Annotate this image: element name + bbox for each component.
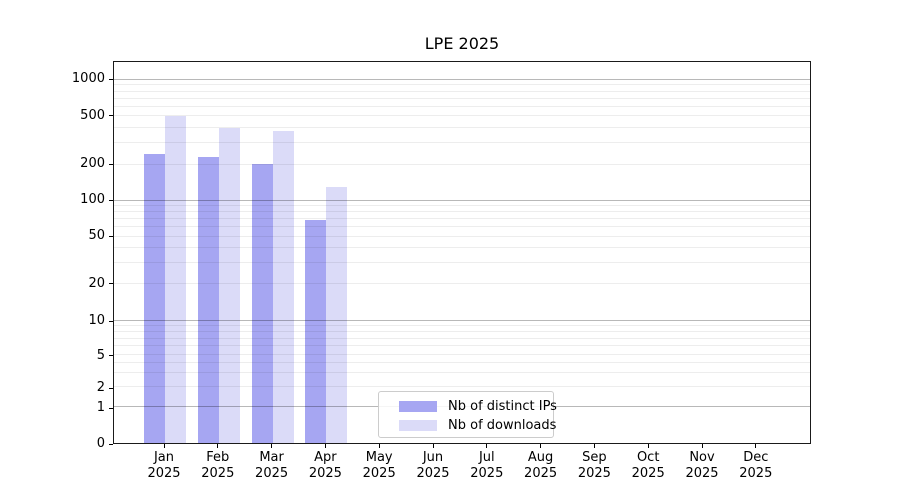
- legend: Nb of distinct IPs Nb of downloads: [378, 391, 557, 438]
- y-tick-mark: [109, 443, 113, 445]
- x-tick-label: Apr 2025: [294, 450, 356, 481]
- chart-title: LPE 2025: [424, 34, 500, 53]
- y-tick-mark: [109, 235, 113, 237]
- y-tick-mark: [109, 78, 113, 80]
- y-gridline-minor: [114, 115, 810, 117]
- x-tick-month: Jul: [478, 450, 495, 465]
- y-tick-mark: [109, 355, 113, 357]
- y-tick-mark: [109, 407, 113, 409]
- bar-jan-downloads: [165, 116, 186, 443]
- y-tick-label: 2: [96, 380, 105, 396]
- y-tick-label: 500: [80, 107, 105, 123]
- x-tick-mark: [755, 444, 757, 448]
- x-tick-month: Oct: [636, 450, 660, 465]
- y-gridline-major: [114, 78, 810, 80]
- x-tick-year: 2025: [416, 465, 450, 481]
- x-tick-mark: [432, 444, 434, 448]
- x-tick-month: May: [365, 450, 393, 465]
- x-tick-mark: [540, 444, 542, 448]
- x-tick-label: Feb 2025: [187, 450, 249, 481]
- x-tick-month: Jan: [153, 450, 175, 465]
- x-tick-label: Nov 2025: [671, 450, 733, 481]
- x-tick-year: 2025: [308, 465, 342, 481]
- y-gridline-minor: [114, 84, 810, 86]
- x-tick-year: 2025: [631, 465, 665, 481]
- y-gridline-minor: [114, 97, 810, 99]
- x-tick-mark: [271, 444, 273, 448]
- x-tick-mark: [378, 444, 380, 448]
- x-tick-label: Dec 2025: [725, 450, 787, 481]
- y-tick-label: 50: [88, 228, 105, 244]
- legend-label: Nb of distinct IPs: [448, 399, 557, 414]
- x-tick-label: Jun 2025: [402, 450, 464, 481]
- bar-feb-distinct-ips: [197, 157, 219, 443]
- bar-apr-distinct-ips: [305, 220, 327, 443]
- x-tick-year: 2025: [201, 465, 235, 481]
- x-tick-mark: [647, 444, 649, 448]
- y-tick-label: 1000: [71, 71, 105, 86]
- y-tick-label: 10: [88, 313, 105, 329]
- x-tick-month: Jun: [422, 450, 444, 465]
- y-tick-label: 1: [96, 400, 105, 415]
- y-gridline-minor: [114, 90, 810, 92]
- x-tick-month: Feb: [206, 450, 230, 465]
- y-tick-label: 0: [96, 436, 105, 451]
- legend-color-swatch: [399, 401, 437, 412]
- x-tick-month: Dec: [743, 450, 769, 465]
- bar-mar-downloads: [272, 130, 294, 443]
- x-tick-month: Nov: [689, 450, 715, 465]
- x-tick-year: 2025: [577, 465, 611, 481]
- y-tick-mark: [109, 163, 113, 165]
- x-tick-label: Jul 2025: [456, 450, 518, 481]
- y-tick-label: 200: [80, 156, 105, 172]
- x-tick-year: 2025: [470, 465, 504, 481]
- x-tick-year: 2025: [685, 465, 719, 481]
- x-tick-year: 2025: [362, 465, 396, 481]
- x-tick-label: Jan 2025: [133, 450, 195, 481]
- y-tick-mark: [109, 320, 113, 322]
- y-tick-label: 20: [88, 275, 105, 291]
- x-tick-label: Sep 2025: [563, 450, 625, 481]
- y-tick-mark: [109, 199, 113, 201]
- x-tick-year: 2025: [739, 465, 773, 481]
- x-tick-year: 2025: [524, 465, 558, 481]
- bar-feb-downloads: [218, 128, 240, 443]
- bar-apr-downloads: [326, 187, 348, 443]
- x-tick-mark: [163, 444, 165, 448]
- y-tick-label: 100: [80, 192, 105, 208]
- y-tick-mark: [109, 387, 113, 389]
- x-tick-label: May 2025: [348, 450, 410, 481]
- x-tick-month: Mar: [259, 450, 284, 465]
- x-tick-label: Aug 2025: [510, 450, 572, 481]
- x-tick-mark: [593, 444, 595, 448]
- x-tick-mark: [701, 444, 703, 448]
- legend-row: Nb of downloads: [379, 416, 557, 435]
- x-tick-label: Oct 2025: [617, 450, 679, 481]
- y-tick-mark: [109, 115, 113, 117]
- bar-mar-distinct-ips: [251, 163, 273, 443]
- x-tick-mark: [324, 444, 326, 448]
- x-tick-mark: [486, 444, 488, 448]
- x-tick-label: Mar 2025: [241, 450, 303, 481]
- y-gridline-minor: [114, 105, 810, 107]
- legend-label: Nb of downloads: [448, 418, 557, 433]
- legend-color-swatch: [399, 420, 437, 431]
- x-tick-month: Apr: [314, 450, 337, 465]
- y-tick-label: 5: [96, 347, 105, 363]
- bar-jan-distinct-ips: [144, 153, 165, 443]
- y-tick-mark: [109, 283, 113, 285]
- x-tick-month: Aug: [527, 450, 554, 465]
- legend-row: Nb of distinct IPs: [379, 397, 557, 416]
- x-tick-mark: [217, 444, 219, 448]
- x-tick-year: 2025: [255, 465, 289, 481]
- x-tick-month: Sep: [582, 450, 607, 465]
- plot-area: [113, 61, 811, 444]
- x-tick-year: 2025: [147, 465, 181, 481]
